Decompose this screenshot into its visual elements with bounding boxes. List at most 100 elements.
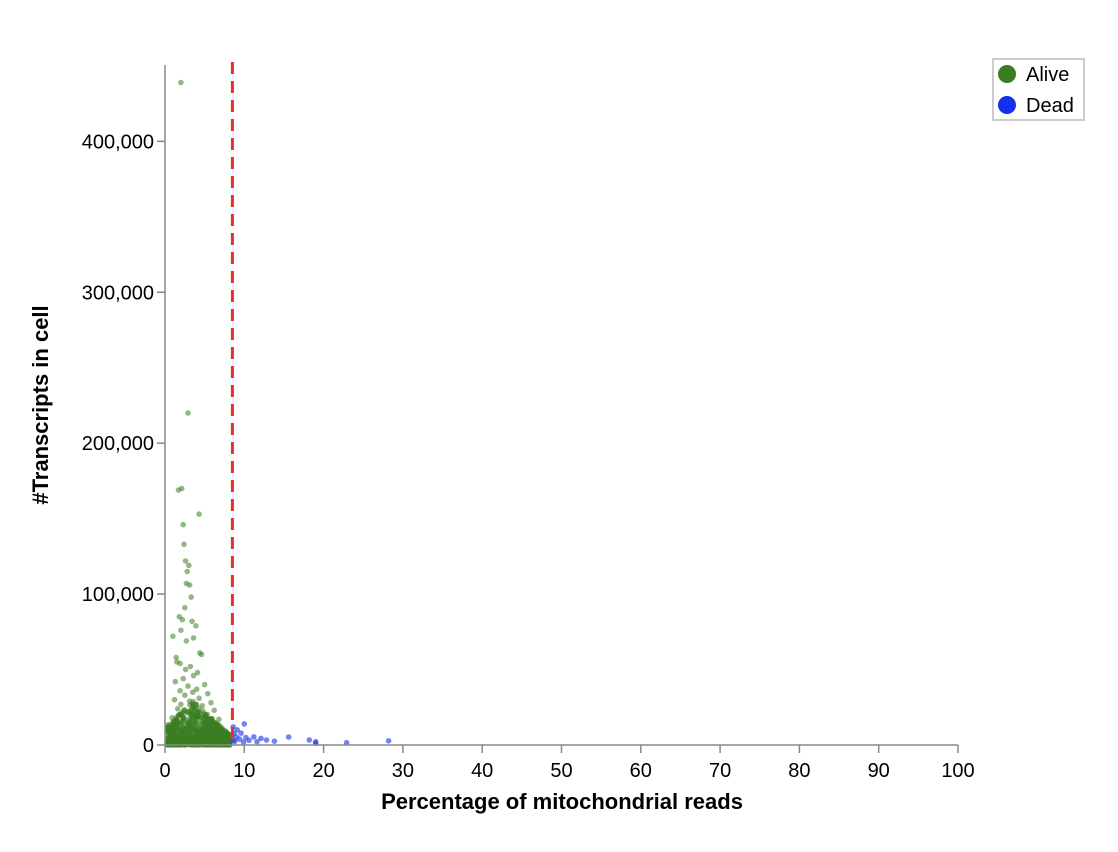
data-point-alive bbox=[183, 733, 190, 739]
x-tick-label: 90 bbox=[868, 760, 890, 782]
x-tick-label: 100 bbox=[941, 760, 974, 782]
data-point-alive bbox=[186, 726, 192, 732]
data-point-alive bbox=[222, 729, 229, 735]
data-point-alive bbox=[167, 735, 174, 741]
data-point-alive bbox=[197, 727, 204, 733]
data-point-alive bbox=[181, 541, 187, 548]
data-point-alive bbox=[209, 716, 216, 723]
data-point-dead bbox=[263, 737, 270, 743]
data-point-dead bbox=[285, 734, 292, 740]
data-point-alive bbox=[177, 687, 183, 694]
data-point-alive bbox=[174, 706, 181, 712]
data-point-alive bbox=[206, 722, 213, 729]
data-point-alive bbox=[178, 627, 184, 634]
data-point-alive bbox=[185, 410, 191, 416]
data-point-alive bbox=[172, 678, 179, 685]
data-point-alive bbox=[170, 633, 176, 640]
y-tick-label: 200,000 bbox=[82, 433, 154, 455]
data-point-alive bbox=[179, 616, 186, 623]
data-point-alive bbox=[186, 562, 192, 569]
data-point-alive bbox=[196, 511, 202, 517]
data-point-alive bbox=[225, 733, 232, 740]
data-point-alive bbox=[186, 582, 193, 588]
data-point-dead bbox=[251, 734, 257, 740]
data-point-alive bbox=[171, 739, 177, 746]
data-point-alive bbox=[189, 712, 195, 718]
data-point-alive bbox=[193, 623, 199, 629]
data-point-alive bbox=[169, 715, 175, 721]
data-point-alive bbox=[178, 728, 185, 735]
data-point-dead bbox=[258, 735, 264, 742]
y-tick-label: 300,000 bbox=[82, 282, 154, 304]
legend-marker-dead bbox=[998, 96, 1016, 114]
data-point-dead bbox=[343, 739, 350, 746]
data-point-alive bbox=[190, 635, 197, 641]
data-point-alive bbox=[209, 727, 216, 734]
data-point-alive bbox=[187, 663, 194, 670]
data-point-alive bbox=[203, 730, 209, 736]
data-point-alive bbox=[182, 558, 189, 564]
data-point-alive bbox=[189, 618, 195, 625]
data-point-alive bbox=[194, 710, 201, 717]
data-point-alive bbox=[205, 690, 211, 697]
data-point-alive bbox=[191, 721, 198, 727]
x-tick-label: 80 bbox=[788, 760, 810, 782]
x-axis-title: Percentage of mitochondrial reads bbox=[381, 789, 743, 814]
data-point-alive bbox=[171, 696, 178, 703]
data-point-dead bbox=[306, 737, 313, 743]
x-tick-label: 10 bbox=[233, 760, 255, 782]
data-point-dead bbox=[271, 738, 278, 744]
data-point-alive bbox=[198, 651, 205, 658]
data-point-dead bbox=[240, 739, 247, 745]
data-point-alive bbox=[201, 719, 207, 726]
axes: 0 10 20 30 40 50 60 70 80 90 100 0 100,000 200,000 300… bbox=[82, 65, 975, 782]
data-point-alive bbox=[205, 737, 212, 744]
data-point-alive bbox=[190, 672, 197, 679]
legend-label-alive: Alive bbox=[1026, 64, 1069, 86]
data-point-alive bbox=[201, 681, 208, 688]
data-point-dead bbox=[243, 734, 249, 741]
data-point-alive bbox=[184, 709, 190, 715]
x-tick-label: 20 bbox=[312, 760, 334, 782]
data-point-alive bbox=[173, 654, 179, 661]
x-tick-label: 60 bbox=[630, 760, 652, 782]
data-point-alive bbox=[180, 521, 186, 528]
data-point-alive bbox=[200, 734, 206, 741]
data-point-alive bbox=[216, 716, 222, 723]
data-point-alive bbox=[182, 604, 188, 611]
data-point-alive bbox=[212, 739, 218, 745]
data-point-alive bbox=[176, 738, 183, 744]
data-point-alive bbox=[196, 695, 202, 701]
legend-label-dead: Dead bbox=[1026, 95, 1074, 117]
data-point-alive bbox=[188, 736, 194, 742]
data-point-alive bbox=[192, 704, 198, 711]
data-point-dead bbox=[385, 738, 392, 744]
y-tick-label: 400,000 bbox=[82, 131, 154, 153]
data-point-alive bbox=[177, 660, 183, 667]
y-axis-title: #Transcripts in cell bbox=[28, 305, 53, 504]
x-tick-label: 70 bbox=[709, 760, 731, 782]
legend: Alive Dead bbox=[992, 58, 1085, 121]
data-point-alive bbox=[199, 703, 206, 709]
data-point-alive bbox=[194, 669, 201, 676]
data-point-alive bbox=[182, 666, 189, 673]
data-point-alive bbox=[193, 686, 200, 692]
data-point-alive bbox=[170, 730, 176, 737]
data-point-alive bbox=[219, 725, 225, 732]
x-tick-label: 50 bbox=[550, 760, 572, 782]
data-point-alive bbox=[188, 594, 194, 600]
data-point-alive bbox=[208, 699, 214, 706]
data-point-dead bbox=[238, 730, 244, 736]
data-point-alive bbox=[173, 724, 179, 730]
data-point-alive bbox=[186, 698, 193, 704]
data-point-alive bbox=[181, 718, 187, 724]
data-point-alive bbox=[195, 739, 202, 746]
x-tick-label: 0 bbox=[159, 760, 170, 782]
data-point-alive bbox=[202, 713, 209, 720]
data-point-alive bbox=[217, 736, 224, 743]
data-point-dead bbox=[241, 721, 248, 727]
data-point-alive bbox=[190, 689, 196, 695]
x-tick-label: 40 bbox=[471, 760, 493, 782]
data-point-dead bbox=[230, 737, 236, 744]
